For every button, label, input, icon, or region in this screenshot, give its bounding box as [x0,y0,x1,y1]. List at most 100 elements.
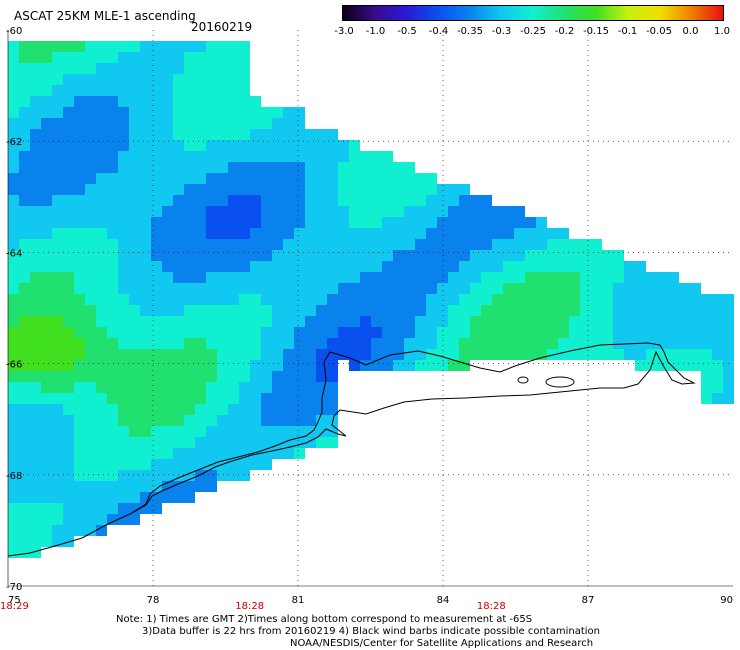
wind-cell [371,151,382,162]
wind-cell [250,228,261,239]
wind-cell [52,107,63,118]
wind-cell [173,283,184,294]
wind-cell [514,239,525,250]
wind-cell [404,162,415,173]
wind-cell [63,129,74,140]
wind-cell [74,349,85,360]
wind-cell [580,327,591,338]
wind-cell [415,239,426,250]
wind-cell [184,426,195,437]
wind-cell [250,129,261,140]
wind-cell [514,283,525,294]
wind-cell [228,129,239,140]
wind-cell [415,327,426,338]
wind-cell [85,525,96,536]
wind-cell [184,129,195,140]
wind-cell [371,349,382,360]
wind-cell [206,470,217,481]
wind-cell [140,173,151,184]
wind-cell [140,151,151,162]
wind-cell [294,448,305,459]
wind-cell [536,239,547,250]
wind-cell [404,250,415,261]
wind-cell [723,393,734,404]
wind-cell [107,514,118,525]
wind-cell [679,327,690,338]
wind-cell [712,305,723,316]
wind-cell [239,437,250,448]
wind-cell [195,294,206,305]
wind-cell [217,470,228,481]
wind-cell [85,96,96,107]
wind-cell [129,459,140,470]
tick-label: -68 [6,471,22,482]
wind-cell [107,195,118,206]
wind-cell [85,459,96,470]
wind-cell [173,481,184,492]
wind-cell [503,272,514,283]
wind-cell [96,96,107,107]
wind-cell [448,217,459,228]
wind-cell [217,261,228,272]
wind-cell [19,382,30,393]
wind-cell [96,107,107,118]
wind-cell [239,327,250,338]
wind-cell [371,195,382,206]
color-scale-labels: -3.0 -1.0 -0.5 -0.4 -0.35 -0.3 -0.25 -0.2 -0.15-… [330,27,740,39]
wind-cell [8,107,19,118]
wind-cell [107,261,118,272]
wind-cell [239,371,250,382]
wind-cell [701,316,712,327]
wind-cell [173,195,184,206]
wind-cell [195,470,206,481]
wind-cell [162,250,173,261]
wind-cell [470,261,481,272]
wind-cell [712,360,723,371]
wind-cell [558,228,569,239]
wind-cell [8,415,19,426]
wind-cell [525,294,536,305]
wind-cell [503,228,514,239]
wind-cell [52,173,63,184]
wind-cell [294,426,305,437]
wind-cell [118,74,129,85]
wind-cell [690,327,701,338]
wind-cell [305,294,316,305]
wind-cell [162,272,173,283]
wind-cell [503,250,514,261]
wind-cell [184,437,195,448]
wind-cell [316,349,327,360]
wind-cell [283,107,294,118]
wind-cell [481,228,492,239]
wind-cell [140,52,151,63]
data-field [8,41,734,558]
wind-cell [437,338,448,349]
wind-cell [591,316,602,327]
wind-cell [19,195,30,206]
wind-cell [41,129,52,140]
wind-cell [8,382,19,393]
wind-cell [283,349,294,360]
wind-cell [360,250,371,261]
wind-cell [41,492,52,503]
island-outline [545,376,575,388]
wind-cell [8,404,19,415]
wind-cell [8,459,19,470]
wind-cell [63,217,74,228]
wind-cell [206,228,217,239]
wind-cell [85,239,96,250]
wind-cell [195,184,206,195]
wind-cell [85,470,96,481]
wind-cell [272,250,283,261]
wind-cell [283,360,294,371]
tick-label: 78 [147,595,160,606]
wind-cell [19,85,30,96]
wind-cell [327,404,338,415]
wind-cell [437,349,448,360]
wind-cell [129,206,140,217]
wind-cell [129,173,140,184]
wind-cell [503,349,514,360]
wind-cell [96,140,107,151]
wind-cell [261,327,272,338]
color-scale-bar [342,5,724,21]
